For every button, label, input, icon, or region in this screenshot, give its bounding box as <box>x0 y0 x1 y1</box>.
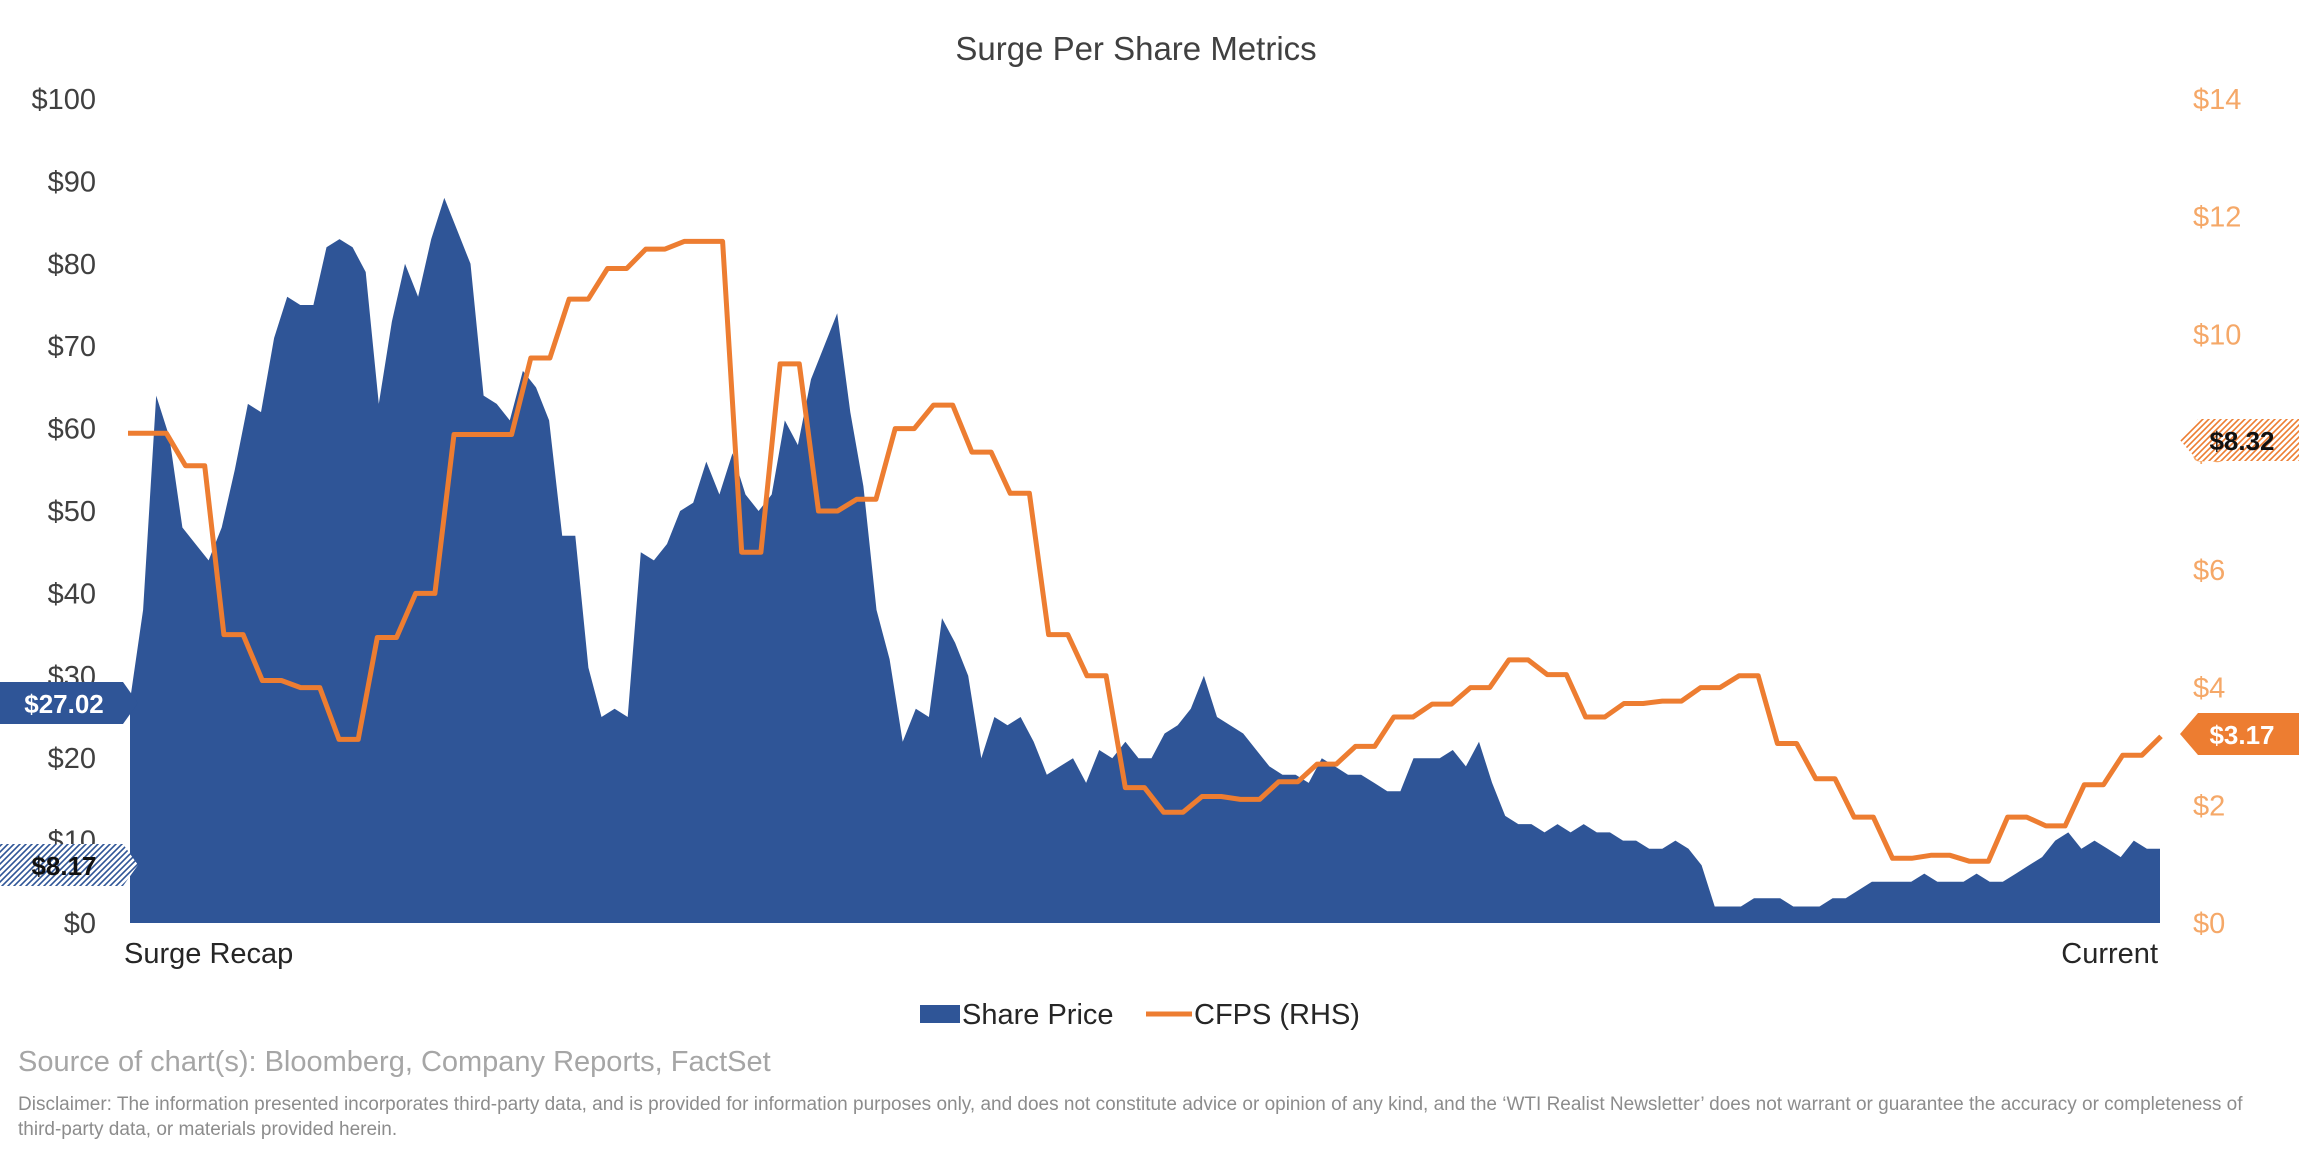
callout-start-cfps-label: $8.32 <box>2209 426 2274 456</box>
right-tick-label: $0 <box>2193 908 2225 940</box>
share-price-area <box>130 197 2160 923</box>
right-tick-label: $10 <box>2193 319 2241 351</box>
left-axis: $0$10$20$30$40$50$60$70$80$90$100 <box>31 84 96 940</box>
legend-label-cfps: CFPS (RHS) <box>1194 999 1360 1031</box>
left-tick-label: $60 <box>48 414 96 446</box>
source-note: Source of chart(s): Bloomberg, Company R… <box>18 1046 771 1078</box>
callout-current-cfps-label: $3.17 <box>2209 720 2274 750</box>
legend-label-share-price: Share Price <box>962 999 1114 1031</box>
right-tick-label: $14 <box>2193 84 2241 116</box>
callout-current-price: $8.17 <box>0 844 138 886</box>
callout-start-price-label: $27.02 <box>24 689 104 719</box>
right-tick-label: $2 <box>2193 790 2225 822</box>
cfps-line <box>128 238 2163 864</box>
left-tick-label: $80 <box>48 249 96 281</box>
left-tick-label: $90 <box>48 166 96 198</box>
left-tick-label: $50 <box>48 496 96 528</box>
left-tick-label: $0 <box>64 908 96 940</box>
chart-title: Surge Per Share Metrics <box>955 30 1316 67</box>
x-label-end: Current <box>2061 938 2158 970</box>
callout-start-price: $27.02 <box>0 682 138 724</box>
left-tick-label: $100 <box>31 84 96 116</box>
left-tick-label: $40 <box>48 578 96 610</box>
callout-current-price-label: $8.17 <box>31 851 96 881</box>
right-tick-label: $6 <box>2193 555 2225 587</box>
left-tick-label: $20 <box>48 743 96 775</box>
left-tick-label: $70 <box>48 331 96 363</box>
x-label-start: Surge Recap <box>124 938 293 970</box>
callout-start-cfps: $8.32 <box>2180 419 2299 461</box>
right-tick-label: $12 <box>2193 202 2241 234</box>
right-tick-label: $4 <box>2193 673 2225 705</box>
right-axis: $0$2$4$6$8$10$12$14 <box>2193 84 2241 940</box>
legend: Share Price CFPS (RHS) <box>920 999 1360 1031</box>
disclaimer: Disclaimer: The information presented in… <box>18 1094 2243 1140</box>
callout-current-cfps: $3.17 <box>2180 713 2299 755</box>
legend-swatch-share-price <box>920 1005 960 1023</box>
